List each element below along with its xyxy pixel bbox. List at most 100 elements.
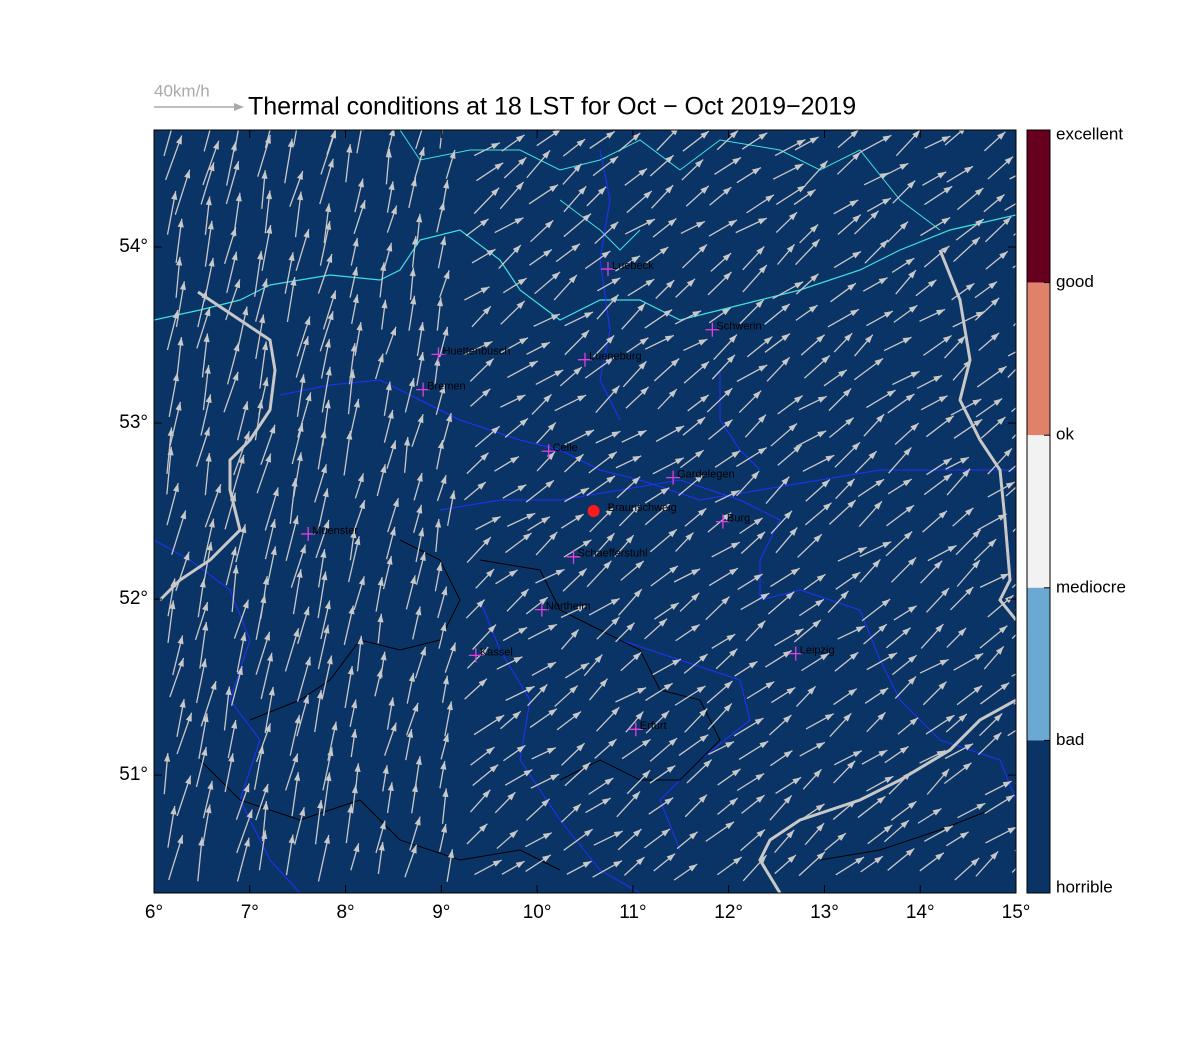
wind-arrow-head xyxy=(346,144,353,153)
wind-arrow-head xyxy=(242,306,249,316)
contour xyxy=(199,759,561,871)
wind-arrow-head xyxy=(304,316,311,326)
wind-arrow-head xyxy=(548,624,557,631)
wind-arrow-head xyxy=(582,213,591,222)
wind-arrow-head xyxy=(638,361,647,370)
wind-arrow-head xyxy=(288,252,295,262)
wind-arrow-head xyxy=(724,388,733,397)
wind-arrow-head xyxy=(609,156,619,165)
map-layers: Luebeck Schwerin Huettenbusch Lueneburg Brem… xyxy=(154,130,1016,893)
wind-arrow-head xyxy=(204,365,211,374)
wind-arrow-head xyxy=(230,546,237,556)
wind-arrow-head xyxy=(304,656,311,666)
wind-arrow-head xyxy=(755,795,765,803)
wind-arrow-head xyxy=(908,270,916,279)
x-tick-label: 10° xyxy=(523,902,552,923)
national-border xyxy=(158,290,277,602)
wind-arrow-head xyxy=(786,244,795,253)
wind-arrow-head xyxy=(787,855,796,863)
wind-arrow-head xyxy=(699,708,708,717)
wind-arrow-head xyxy=(323,834,330,844)
wind-arrow-head xyxy=(837,833,846,841)
wind-arrow-head xyxy=(574,514,584,522)
wind-arrow-head xyxy=(232,564,239,574)
wind-arrow-head xyxy=(755,299,764,308)
wind-arrow-head xyxy=(515,134,525,143)
wind-arrow-head xyxy=(577,395,587,402)
wind-arrow-head xyxy=(902,337,912,344)
wind-arrow-head xyxy=(409,267,416,277)
wind-arrow-head xyxy=(821,355,830,364)
wind-arrow-head xyxy=(555,569,565,576)
wind-arrow-head xyxy=(613,860,623,868)
wind-arrow-head xyxy=(938,681,947,690)
wind-arrow-head xyxy=(517,484,527,492)
wind-arrow-head xyxy=(386,555,393,565)
wind-arrow-head xyxy=(240,632,247,642)
wind-arrow-head xyxy=(446,701,453,711)
wind-arrow-head xyxy=(449,490,456,500)
wind-arrow-head xyxy=(266,652,274,662)
wind-arrow-head xyxy=(377,613,384,623)
wind-arrow-head xyxy=(543,249,552,257)
wind-arrow-head xyxy=(570,629,579,638)
wind-arrow-head xyxy=(790,568,800,576)
wind-arrow-head xyxy=(575,454,584,463)
wind-arrow-head xyxy=(730,490,740,497)
wind-arrow-head xyxy=(816,823,825,832)
wind-arrow-head xyxy=(268,686,275,696)
wind-arrow-head xyxy=(287,138,294,148)
colorbar-segment xyxy=(1027,130,1050,283)
x-tick-label: 14° xyxy=(906,902,935,923)
wind-arrow-head xyxy=(874,856,883,864)
wind-arrow-head xyxy=(419,552,426,561)
wind-arrow-head xyxy=(995,646,1004,655)
place-marker xyxy=(534,602,549,617)
wind-arrow-head xyxy=(581,330,590,339)
wind-arrow-head xyxy=(440,236,447,246)
wind-arrow-head xyxy=(297,191,304,201)
wind-arrow-head xyxy=(686,278,696,287)
wind-arrow-head xyxy=(855,857,864,865)
wind-arrow-head xyxy=(385,381,392,391)
place-label: Luebeck xyxy=(612,260,654,272)
wind-arrow-head xyxy=(296,569,303,578)
wind-arrow-head xyxy=(317,799,324,809)
wind-arrow-head xyxy=(442,733,449,743)
wind-arrow-head xyxy=(177,835,184,845)
x-tick-label: 9° xyxy=(432,902,450,923)
wind-arrow-head xyxy=(359,200,366,210)
wind-arrow-head xyxy=(327,158,334,168)
wind-arrow-head xyxy=(947,545,957,553)
place-marker xyxy=(705,322,720,337)
wind-arrow-head xyxy=(1002,216,1012,226)
wind-arrow-head xyxy=(997,131,1006,140)
wind-arrow-head xyxy=(964,743,974,751)
wind-arrow-head xyxy=(167,427,174,437)
wind-arrow-head xyxy=(729,130,739,139)
wind-arrow-head xyxy=(850,130,859,138)
wind-arrow-head xyxy=(200,658,207,668)
wind-arrow-head xyxy=(700,131,709,139)
wind-arrow-head xyxy=(958,713,967,722)
wind-arrow-head xyxy=(903,531,913,540)
wind-arrow-head xyxy=(539,597,548,605)
wind-arrow-head xyxy=(442,326,449,336)
map: Luebeck Schwerin Huettenbusch Lueneburg Brem… xyxy=(119,129,1030,923)
wind-arrow-head xyxy=(963,359,972,369)
wind-arrow-head xyxy=(817,430,827,438)
wind-arrow-head xyxy=(632,652,642,661)
wind-arrow-head xyxy=(660,710,670,719)
wind-arrow-head xyxy=(177,337,184,346)
wind-arrow-head xyxy=(758,132,768,141)
wind-arrow-head xyxy=(878,750,888,757)
wind-arrow-head xyxy=(408,378,415,388)
wind-arrow-head xyxy=(331,721,338,731)
wind-scale-head xyxy=(234,103,244,111)
wind-arrow-head xyxy=(542,854,551,863)
wind-arrow-head xyxy=(938,510,948,519)
wind-arrow-head xyxy=(246,809,253,819)
wind-arrow-head xyxy=(670,358,680,367)
wind-arrow-head xyxy=(234,279,240,289)
wind-arrow-head xyxy=(381,299,388,309)
